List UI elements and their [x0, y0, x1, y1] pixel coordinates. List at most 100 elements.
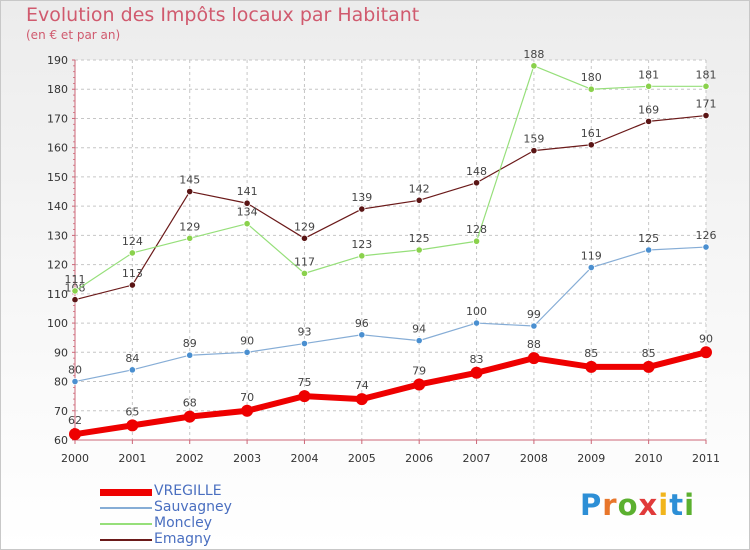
data-label-moncley: 125 — [409, 232, 430, 245]
data-point-sauvagney — [300, 339, 309, 348]
chart-subtitle: (en € et par an) — [26, 28, 121, 42]
data-point-emagny — [243, 199, 251, 207]
data-point-vregille — [298, 390, 311, 403]
data-point-emagny — [186, 187, 194, 196]
data-label-moncley: 188 — [523, 48, 544, 61]
data-label-vregille: 70 — [240, 391, 254, 404]
data-point-vregille — [241, 404, 254, 417]
x-tick-label: 2008 — [520, 452, 548, 465]
data-label-emagny: 129 — [294, 220, 315, 233]
data-label-moncley: 181 — [638, 68, 659, 81]
data-label-sauvagney: 93 — [297, 326, 311, 339]
data-label-emagny: 159 — [523, 133, 544, 146]
legend-item-moncley: Moncley — [100, 515, 320, 532]
plot-area — [75, 60, 706, 440]
data-point-moncley — [243, 220, 251, 228]
data-label-vregille: 88 — [527, 338, 541, 351]
data-point-moncley — [587, 85, 595, 93]
data-point-sauvagney — [358, 331, 366, 339]
data-point-emagny — [645, 117, 653, 125]
legend-label-moncley: Moncley — [154, 515, 213, 531]
data-label-emagny: 145 — [179, 174, 200, 187]
data-point-sauvagney — [645, 246, 653, 254]
logo-letter: o — [617, 488, 639, 522]
data-label-sauvagney: 126 — [696, 229, 717, 242]
data-point-vregille — [527, 352, 540, 365]
data-label-sauvagney: 89 — [183, 337, 197, 350]
data-point-moncley — [186, 234, 194, 242]
legend-label-emagny: Emagny — [154, 531, 212, 547]
data-point-moncley — [645, 82, 653, 90]
legend-swatch-emagny — [100, 539, 152, 541]
data-point-sauvagney — [472, 319, 481, 327]
data-label-moncley: 181 — [696, 68, 717, 81]
data-point-emagny — [530, 147, 538, 155]
x-tick-label: 2006 — [405, 452, 433, 465]
data-label-emagny: 171 — [696, 98, 717, 111]
data-label-sauvagney: 84 — [125, 352, 139, 365]
x-tick-label: 2011 — [692, 452, 720, 465]
data-point-sauvagney — [415, 337, 423, 345]
data-label-vregille: 85 — [584, 347, 598, 360]
series-line-sauvagney — [74, 246, 707, 383]
data-point-vregille — [126, 419, 139, 432]
chart-title: Evolution des Impôts locaux par Habitant — [26, 4, 420, 26]
logo-letter: t — [669, 488, 685, 522]
data-label-vregille: 85 — [642, 347, 656, 360]
data-point-vregille — [700, 346, 712, 359]
data-label-moncley: 128 — [466, 223, 487, 236]
y-tick-label: 60 — [54, 434, 68, 447]
y-tick-label: 130 — [47, 229, 68, 242]
proxiti-logo: Proxiti — [580, 488, 695, 522]
data-point-sauvagney — [702, 243, 710, 251]
data-label-moncley: 180 — [581, 71, 602, 84]
data-point-sauvagney — [128, 366, 136, 374]
data-point-moncley — [358, 252, 366, 260]
data-point-vregille — [413, 378, 426, 391]
data-point-emagny — [128, 281, 136, 289]
data-point-vregille — [470, 366, 483, 379]
x-tick-label: 2001 — [118, 452, 146, 465]
data-label-sauvagney: 119 — [581, 250, 602, 263]
legend-item-emagny: Emagny — [100, 531, 320, 548]
data-point-sauvagney — [186, 351, 194, 359]
data-point-emagny — [358, 205, 366, 213]
data-label-vregille: 65 — [125, 405, 139, 418]
data-label-vregille: 74 — [355, 379, 369, 392]
x-tick-label: 2007 — [463, 452, 491, 465]
data-point-emagny — [415, 196, 423, 204]
data-point-sauvagney — [71, 377, 79, 386]
data-point-moncley — [702, 82, 710, 90]
logo-letter: x — [638, 488, 659, 522]
data-point-moncley — [530, 62, 538, 70]
series-line-emagny — [74, 114, 707, 301]
data-label-vregille: 90 — [699, 332, 713, 345]
data-label-moncley: 123 — [351, 238, 372, 251]
data-label-sauvagney: 80 — [68, 364, 82, 377]
data-point-vregille — [355, 393, 368, 406]
data-label-moncley: 124 — [122, 235, 143, 248]
data-point-vregille — [642, 360, 655, 373]
data-label-vregille: 79 — [412, 364, 426, 377]
data-point-sauvagney — [243, 348, 251, 356]
data-point-emagny — [587, 141, 595, 149]
data-point-moncley — [472, 237, 481, 245]
x-tick-label: 2005 — [348, 452, 376, 465]
data-label-emagny: 142 — [409, 182, 430, 195]
data-label-moncley: 117 — [294, 255, 315, 268]
data-label-sauvagney: 96 — [355, 317, 369, 330]
data-point-vregille — [585, 360, 598, 373]
legend-item-vregille: VREGILLE — [100, 483, 320, 500]
data-point-moncley — [300, 269, 309, 277]
legend-label-vregille: VREGILLE — [154, 483, 222, 499]
x-tick-label: 2010 — [635, 452, 663, 465]
legend-item-sauvagney: Sauvagney — [100, 499, 320, 516]
x-tick-label: 2009 — [577, 452, 605, 465]
data-label-emagny: 161 — [581, 127, 602, 140]
data-point-sauvagney — [587, 263, 595, 272]
y-tick-label: 150 — [47, 171, 68, 184]
legend-label-sauvagney: Sauvagney — [154, 499, 232, 515]
data-label-emagny: 139 — [351, 191, 372, 204]
data-point-sauvagney — [530, 322, 538, 330]
